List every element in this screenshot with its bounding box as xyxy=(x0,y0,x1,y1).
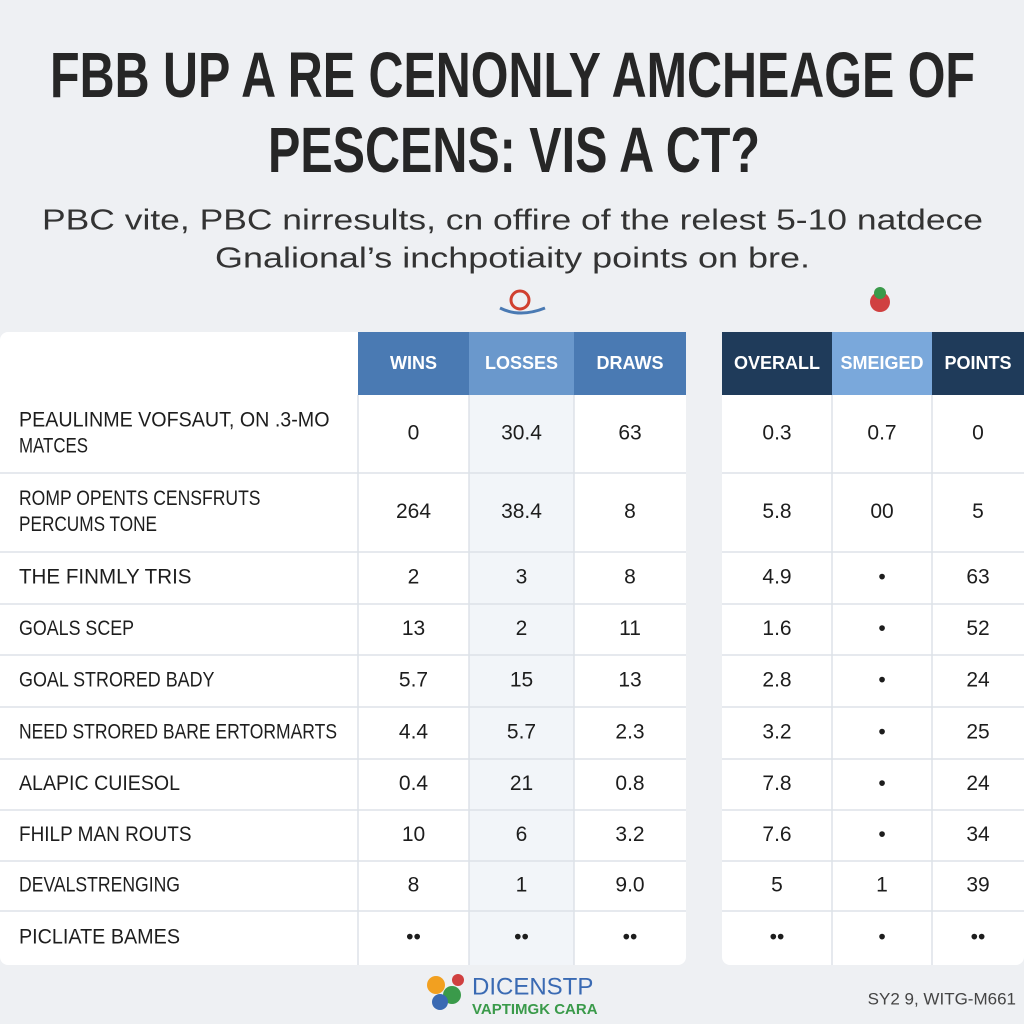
row-label: GOAL STRORED BADY xyxy=(19,669,215,692)
table-cell: 63 xyxy=(618,422,641,445)
column-header-label: LOSSES xyxy=(485,353,558,373)
table-cell: 8 xyxy=(408,874,420,897)
table-cell: • xyxy=(878,823,885,846)
table-cell: 15 xyxy=(510,669,533,692)
table-cell: 1.6 xyxy=(762,617,791,640)
table-cell: 0 xyxy=(972,422,984,445)
table-panel-right xyxy=(722,332,1024,965)
column-header-label: SMEIGED xyxy=(840,353,923,373)
table-cell: 9.0 xyxy=(615,874,644,897)
table-cell: • xyxy=(878,926,885,949)
table-cell: •• xyxy=(971,926,986,949)
table-cell: 264 xyxy=(396,500,431,523)
table-cell: • xyxy=(878,566,885,589)
table-cell: 0.8 xyxy=(615,772,644,795)
table-cell: 0.7 xyxy=(867,422,896,445)
table-cell: 5 xyxy=(972,500,984,523)
table-cell: 7.8 xyxy=(762,772,791,795)
table-cell: 11 xyxy=(619,617,641,640)
column-header-label: OVERALL xyxy=(734,353,820,373)
table-cell: 8 xyxy=(624,500,636,523)
row-label: THE FINMLY TRIS xyxy=(19,566,192,589)
table-cell: 34 xyxy=(966,823,990,846)
row-label: GOALS SCEP xyxy=(19,617,134,640)
table-cell: 0.4 xyxy=(399,772,429,795)
table-cell: 2 xyxy=(408,566,420,589)
table-cell: • xyxy=(878,721,885,744)
row-label: FHILP MAN ROUTS xyxy=(19,823,192,846)
column-shade xyxy=(469,395,574,965)
row-label: MATCES xyxy=(19,435,88,458)
table-cell: 6 xyxy=(516,823,528,846)
table-cell: •• xyxy=(623,926,638,949)
table-cell: 25 xyxy=(966,721,989,744)
table-cell: 3.2 xyxy=(615,823,644,846)
table-cell: 63 xyxy=(966,566,989,589)
table-cell: 2.8 xyxy=(762,669,791,692)
table-cell: •• xyxy=(770,926,785,949)
column-header xyxy=(832,332,932,395)
table-cell: • xyxy=(878,669,885,692)
icon-right xyxy=(870,287,890,312)
title-line: FBB UP A RE CENONLY AMCHEAGE OF xyxy=(50,39,975,111)
table-cell: 1 xyxy=(876,874,888,897)
table-cell: 21 xyxy=(510,772,533,795)
table-cell: 5 xyxy=(771,874,783,897)
column-header xyxy=(358,332,469,395)
table-cell: 4.9 xyxy=(762,566,791,589)
row-label: PERCUMS TONE xyxy=(19,513,157,536)
footer-logo xyxy=(427,974,464,1010)
footer-code: SY2 9, WITG-M661 xyxy=(868,989,1016,1008)
table-cell: 7.6 xyxy=(762,823,791,846)
table-cell: 3.2 xyxy=(762,721,791,744)
column-header-label: DRAWS xyxy=(597,353,664,373)
subtitle-line: Gnalional’s inchpotiaity points on bre. xyxy=(215,243,810,275)
table-cell: 13 xyxy=(402,617,425,640)
table-cell: 39 xyxy=(966,874,989,897)
row-label: PEAULINME VOFSAUT, ON .3-MO xyxy=(19,409,330,432)
table-cell: 5.7 xyxy=(507,721,536,744)
table-cell: 2.3 xyxy=(615,721,644,744)
row-label: ROMP OPENTS CENSFRUTS xyxy=(19,487,261,510)
table-cell: •• xyxy=(514,926,529,949)
row-label: DEVALSTRENGING xyxy=(19,874,180,897)
footer-brand-sub: VAPTIMGK CARA xyxy=(472,1001,598,1018)
table-cell: 38.4 xyxy=(501,500,542,523)
table-cell: 24 xyxy=(966,669,990,692)
table-cell: •• xyxy=(406,926,421,949)
table-cell: 0.3 xyxy=(762,422,791,445)
table-cell: 30.4 xyxy=(501,422,542,445)
table-cell: 52 xyxy=(966,617,989,640)
footer-brand: DICENSTP xyxy=(472,973,593,1000)
column-header-label: WINS xyxy=(390,353,437,373)
table-cell: 13 xyxy=(618,669,641,692)
table-cell: 10 xyxy=(402,823,425,846)
table-cell: 5.7 xyxy=(399,669,428,692)
table-cell: 24 xyxy=(966,772,990,795)
table-cell: • xyxy=(878,772,885,795)
table-cell: 4.4 xyxy=(399,721,429,744)
icon-left xyxy=(499,289,546,315)
column-header xyxy=(469,332,574,395)
table-cell: 8 xyxy=(624,566,636,589)
row-label: ALAPIC CUIESOL xyxy=(19,772,180,795)
table-cell: 0 xyxy=(408,422,420,445)
table-cell: 00 xyxy=(870,500,893,523)
table-cell: • xyxy=(878,617,885,640)
table-cell: 2 xyxy=(516,617,528,640)
row-label: NEED STRORED BARE ERTORMARTS xyxy=(19,721,337,744)
row-label: PICLIATE BAMES xyxy=(19,926,180,949)
table-cell: 3 xyxy=(516,566,528,589)
column-header xyxy=(932,332,1024,395)
subtitle-line: PBC vite, PBC nirresults, cn offire of t… xyxy=(42,205,983,237)
table-cell: 1 xyxy=(516,874,528,897)
column-header-label: POINTS xyxy=(944,353,1011,373)
title-line: PESCENS: VIS A CT? xyxy=(268,114,760,186)
column-header xyxy=(574,332,686,395)
table-cell: 5.8 xyxy=(762,500,791,523)
column-header xyxy=(722,332,832,395)
